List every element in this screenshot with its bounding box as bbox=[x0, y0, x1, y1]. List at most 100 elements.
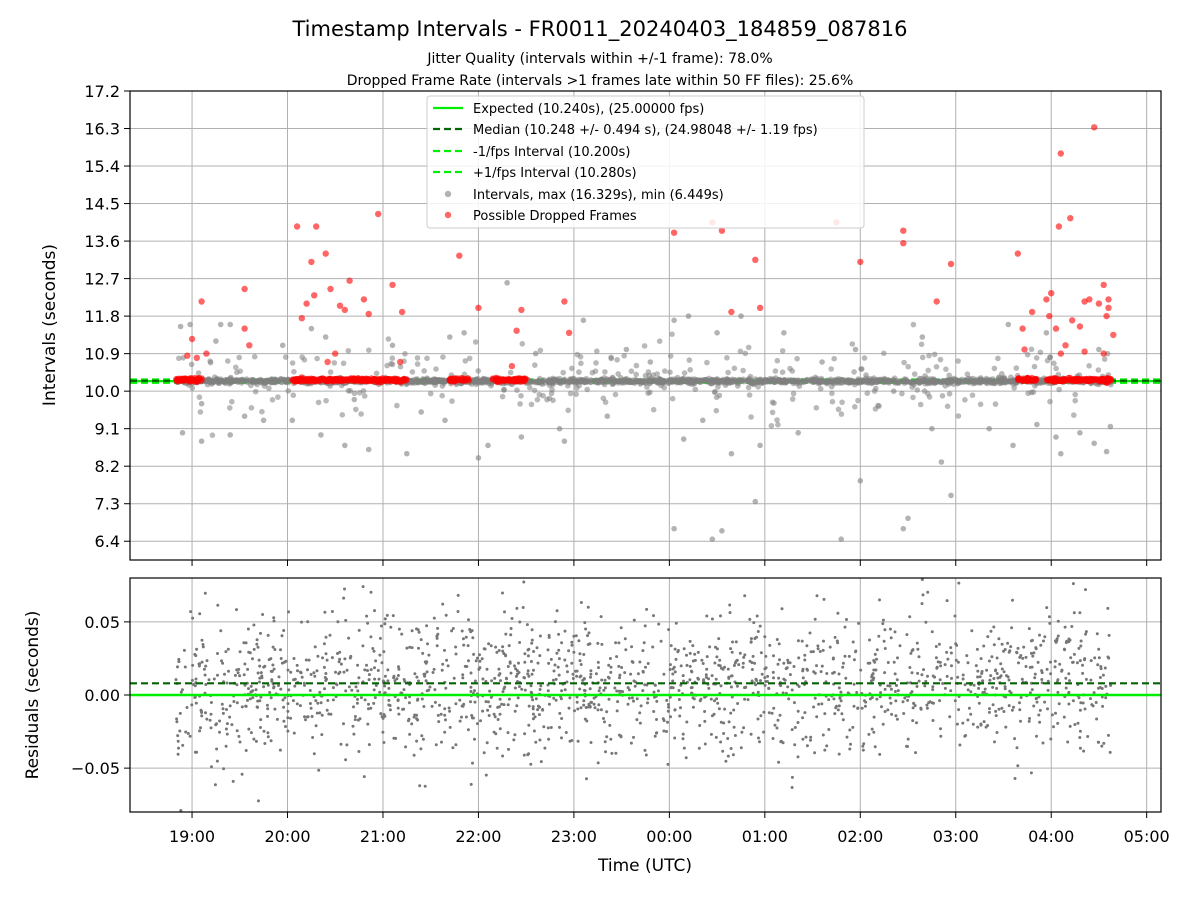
residual-point bbox=[266, 683, 270, 687]
residual-point bbox=[1004, 725, 1008, 729]
residual-point bbox=[943, 663, 947, 667]
residual-point bbox=[966, 688, 970, 692]
residual-point bbox=[281, 698, 285, 702]
dropped-frame-point bbox=[365, 310, 372, 318]
dropped-frame-point bbox=[1076, 323, 1084, 330]
legend-median-label: Median (10.248 +/- 0.494 s), (24.98048 +… bbox=[473, 123, 818, 138]
residual-point bbox=[589, 741, 593, 744]
residual-point bbox=[424, 679, 428, 683]
dropped-frame-point bbox=[313, 223, 320, 230]
residual-point bbox=[209, 726, 213, 730]
intervals-y-tick-label: 13.6 bbox=[84, 232, 120, 251]
residual-point bbox=[626, 686, 630, 690]
interval-point bbox=[576, 382, 582, 389]
residual-point bbox=[585, 719, 589, 723]
residual-point bbox=[607, 663, 611, 667]
residual-point bbox=[872, 659, 876, 662]
residual-point bbox=[369, 668, 373, 672]
residual-point bbox=[260, 674, 264, 678]
residual-point bbox=[410, 646, 414, 650]
residual-point bbox=[945, 674, 949, 678]
residual-point bbox=[1002, 710, 1006, 713]
residual-point bbox=[953, 614, 957, 618]
residual-point bbox=[367, 673, 371, 677]
residual-point bbox=[423, 784, 427, 788]
residual-point bbox=[846, 691, 850, 695]
dropped-frame-point bbox=[345, 376, 352, 383]
residual-point bbox=[273, 707, 277, 711]
interval-point bbox=[433, 366, 439, 372]
interval-point bbox=[1011, 385, 1017, 391]
residual-point bbox=[224, 744, 228, 748]
residual-point bbox=[773, 723, 777, 727]
interval-point bbox=[261, 383, 268, 389]
residual-point bbox=[496, 718, 500, 721]
residual-point bbox=[552, 696, 556, 700]
interval-point bbox=[389, 361, 396, 368]
residual-point bbox=[316, 701, 320, 705]
interval-point bbox=[340, 360, 347, 367]
residual-point bbox=[915, 641, 919, 645]
residual-point bbox=[565, 680, 569, 684]
residual-point bbox=[809, 735, 813, 739]
residual-point bbox=[946, 657, 950, 661]
residual-point bbox=[578, 652, 582, 656]
residual-point bbox=[1018, 701, 1021, 705]
residual-point bbox=[615, 655, 619, 659]
residual-point bbox=[645, 607, 649, 611]
residual-point bbox=[1010, 708, 1014, 712]
residual-point bbox=[671, 672, 675, 676]
interval-point bbox=[707, 378, 714, 384]
interval-point bbox=[789, 396, 796, 402]
interval-point bbox=[650, 406, 657, 413]
interval-point bbox=[439, 383, 446, 389]
residual-point bbox=[420, 734, 424, 738]
residual-point bbox=[1106, 655, 1110, 659]
residual-point bbox=[571, 677, 575, 680]
interval-point bbox=[769, 409, 776, 416]
residual-point bbox=[632, 618, 636, 622]
residual-point bbox=[734, 640, 738, 644]
residual-point bbox=[894, 714, 898, 718]
residual-point bbox=[866, 661, 870, 665]
residual-point bbox=[872, 668, 876, 672]
residual-point bbox=[530, 628, 534, 632]
residual-point bbox=[306, 715, 310, 719]
legend-expected-label: Expected (10.240s), (25.00000 fps) bbox=[473, 102, 704, 117]
residual-point bbox=[504, 632, 508, 636]
residual-point bbox=[328, 633, 332, 637]
interval-point bbox=[964, 371, 971, 378]
residual-point bbox=[199, 726, 202, 730]
residual-point bbox=[512, 738, 516, 742]
residual-point bbox=[412, 753, 416, 757]
residual-point bbox=[691, 705, 695, 709]
residual-point bbox=[523, 652, 527, 656]
dropped-frame-point bbox=[352, 376, 359, 384]
residual-point bbox=[352, 705, 355, 709]
interval-point bbox=[573, 391, 579, 398]
residual-point bbox=[501, 690, 505, 694]
interval-point bbox=[919, 354, 926, 361]
residual-point bbox=[339, 662, 343, 666]
residual-point bbox=[532, 650, 536, 653]
residual-point bbox=[499, 679, 502, 683]
residual-point bbox=[576, 707, 580, 711]
residual-point bbox=[525, 623, 529, 627]
residual-point bbox=[995, 656, 999, 660]
residual-point bbox=[443, 730, 447, 734]
residual-point bbox=[536, 704, 540, 708]
residual-point bbox=[911, 719, 915, 723]
residual-point bbox=[227, 669, 230, 673]
residual-point bbox=[603, 720, 606, 724]
interval-point bbox=[565, 407, 571, 414]
residual-point bbox=[921, 593, 925, 597]
interval-point bbox=[828, 383, 835, 390]
interval-point bbox=[679, 378, 685, 384]
residual-point bbox=[771, 737, 775, 740]
residual-point bbox=[815, 715, 819, 719]
residual-point bbox=[729, 685, 733, 689]
residual-point bbox=[678, 714, 682, 718]
residual-point bbox=[596, 660, 600, 664]
residual-point bbox=[470, 714, 474, 717]
